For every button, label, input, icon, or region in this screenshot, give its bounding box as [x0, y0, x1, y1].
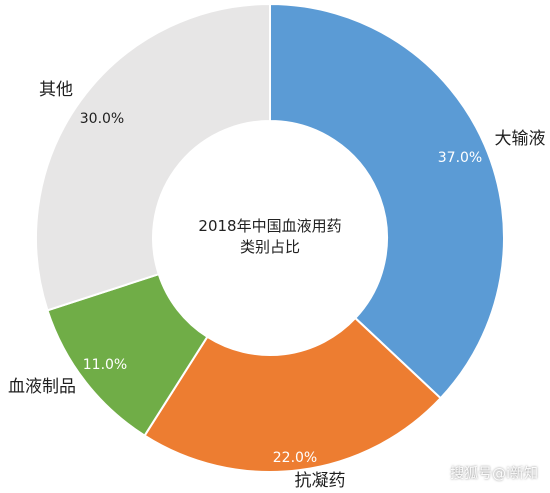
slice-4 [35, 2, 271, 312]
slice-category-label-1: 大输液 [495, 129, 546, 149]
slice-value-label-2: 22.0% [273, 450, 317, 466]
slice-1 [269, 2, 505, 400]
slice-category-label-3: 血液制品 [8, 377, 76, 397]
center-title-line-2: 类别占比 [240, 238, 300, 256]
slice-2 [143, 316, 442, 473]
slice-value-label-4: 30.0% [80, 111, 124, 127]
slice-value-label-1: 37.0% [438, 150, 482, 166]
center-title-line-1: 2018年中国血液用药 [198, 217, 341, 235]
slice-category-label-4: 其他 [39, 80, 73, 100]
slice-value-label-3: 11.0% [83, 357, 127, 373]
slice-category-label-2: 抗凝药 [295, 471, 346, 491]
watermark: 搜狐号@i新知 [450, 466, 538, 482]
